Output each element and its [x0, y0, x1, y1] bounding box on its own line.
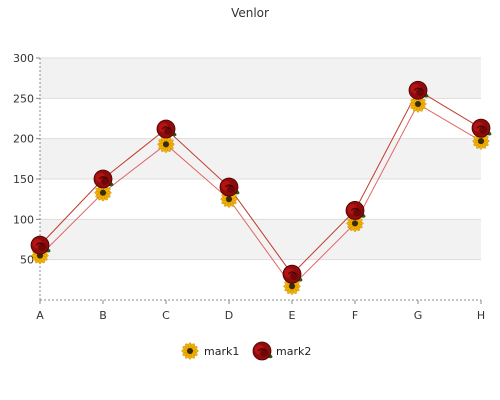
- x-axis-ticks: A B C D E F G H: [36, 300, 485, 322]
- sunflower-icon: [220, 190, 238, 208]
- legend-item-mark1: mark1: [181, 342, 239, 360]
- plot-bands: [40, 58, 481, 260]
- y-tick-label: 50: [20, 254, 34, 267]
- series-line-mark2: [39, 89, 482, 275]
- x-tick-label: C: [162, 309, 170, 322]
- y-axis-ticks: 50 100 150 200 250 300: [13, 52, 40, 267]
- x-tick-label: E: [289, 309, 296, 322]
- plot-band: [40, 138, 481, 179]
- rose-icon: [345, 201, 366, 220]
- data-point-mark2: [30, 235, 51, 255]
- data-point-mark2: [471, 118, 492, 138]
- y-tick-label: 300: [13, 52, 34, 65]
- plot-band: [40, 58, 481, 99]
- data-point-mark2: [93, 169, 114, 189]
- data-point-mark2: [156, 119, 177, 139]
- legend-item-mark2: mark2: [252, 341, 311, 361]
- series-lines: [39, 89, 482, 288]
- x-tick-label: G: [414, 309, 423, 322]
- y-tick-label: 150: [13, 173, 34, 186]
- legend-label: mark2: [276, 345, 311, 358]
- grid-lines: [40, 57, 481, 261]
- series-line-mark1: [39, 103, 482, 288]
- rose-icon: [252, 341, 273, 361]
- rose-icon: [219, 177, 240, 197]
- x-tick-label: B: [99, 309, 107, 322]
- plot-band: [40, 219, 481, 260]
- data-point-mark2: [282, 264, 303, 284]
- chart-title: Venlor: [231, 6, 269, 20]
- rose-icon: [471, 118, 492, 138]
- rose-icon: [282, 264, 303, 284]
- rose-icon: [93, 169, 114, 189]
- sunflower-icon: [181, 342, 199, 360]
- data-point-mark2: [219, 177, 240, 197]
- data-point-mark2: [408, 80, 429, 100]
- rose-icon: [156, 119, 177, 139]
- y-tick-label: 250: [13, 92, 34, 105]
- x-tick-label: H: [477, 309, 485, 322]
- x-tick-label: D: [225, 309, 233, 322]
- data-point-mark1: [472, 132, 490, 150]
- rose-icon: [408, 80, 429, 100]
- rose-icon: [30, 235, 51, 255]
- legend-label: mark1: [204, 345, 239, 358]
- legend: mark1 mark2: [181, 341, 311, 361]
- data-point-mark2: [345, 201, 366, 220]
- series-markers: [30, 80, 492, 295]
- x-tick-label: F: [352, 309, 358, 322]
- y-tick-label: 200: [13, 133, 34, 146]
- sunflower-icon: [94, 184, 112, 202]
- data-point-mark1: [94, 184, 112, 202]
- y-tick-label: 100: [13, 213, 34, 226]
- sunflower-icon: [472, 132, 490, 150]
- x-tick-label: A: [36, 309, 44, 322]
- data-point-mark1: [220, 190, 238, 208]
